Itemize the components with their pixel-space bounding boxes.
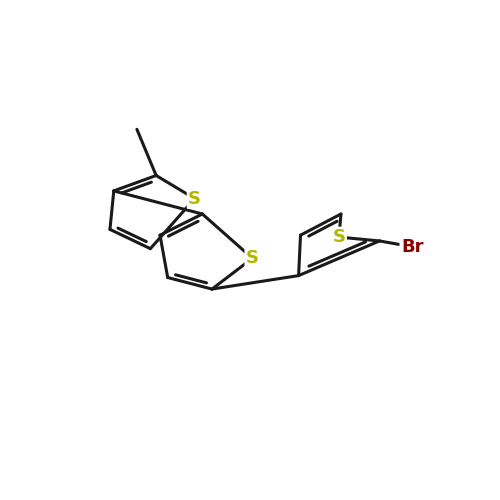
Text: S: S [246, 250, 259, 268]
Text: S: S [188, 190, 201, 208]
Text: S: S [332, 228, 345, 246]
Text: Br: Br [401, 238, 423, 256]
